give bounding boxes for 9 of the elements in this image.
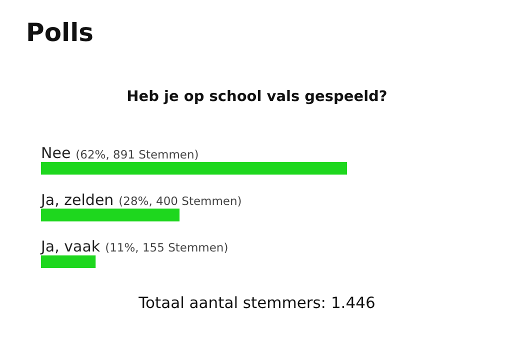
chart-title: Polls xyxy=(26,18,94,47)
data-label: (11%, 155 Stemmen) xyxy=(105,240,228,255)
chart-subtitle: Heb je op school vals gespeeld? xyxy=(126,89,388,105)
y-tick-label: Ja, zelden xyxy=(40,190,114,209)
data-label: (62%, 891 Stemmen) xyxy=(76,147,199,162)
text: Totaal aantal stemmers: 1.446 xyxy=(138,294,376,312)
y-tick-label: Nee xyxy=(41,144,71,162)
y-tick-label: Ja, vaak xyxy=(40,238,100,256)
data-label: (28%, 400 Stemmen) xyxy=(118,194,242,208)
